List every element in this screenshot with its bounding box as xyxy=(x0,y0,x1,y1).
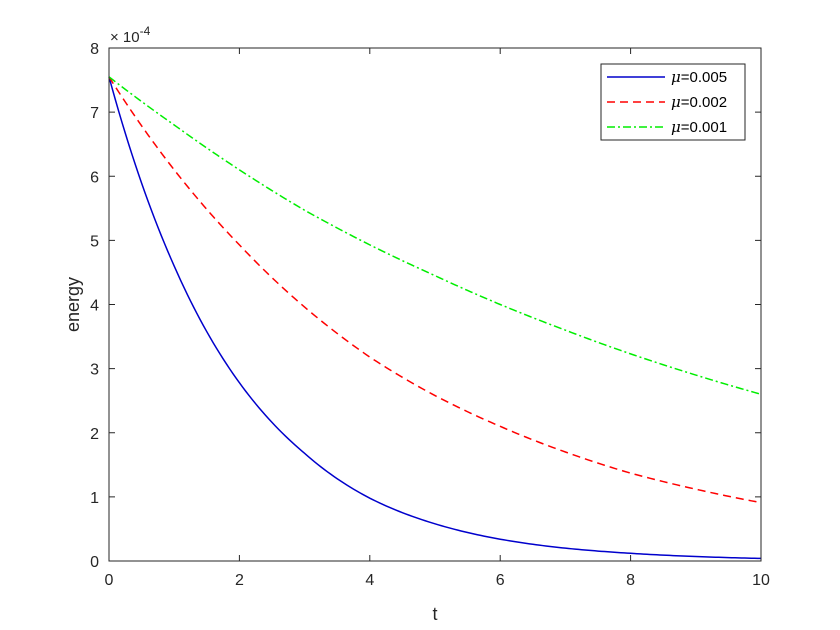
legend-mu-value: =0.001 xyxy=(681,119,727,136)
legend-label-2: μ=0.002 xyxy=(671,93,727,111)
y-exponent-power: -4 xyxy=(140,24,151,38)
y-exponent-base: × 10 xyxy=(110,29,140,46)
x-tick-label: 0 xyxy=(105,572,114,589)
y-axis-exponent: × 10-4 xyxy=(110,24,151,46)
series-line-1 xyxy=(108,76,762,560)
series-line-2 xyxy=(108,76,762,504)
y-tick-label: 0 xyxy=(90,554,99,571)
x-axis-label: t xyxy=(432,604,437,624)
legend-mu-value: =0.002 xyxy=(681,94,727,111)
y-tick-label: 5 xyxy=(90,233,99,250)
y-tick-label: 6 xyxy=(90,169,99,186)
x-tick-label: 6 xyxy=(496,572,505,589)
x-tick-label: 8 xyxy=(626,572,635,589)
series-line-3 xyxy=(108,76,762,395)
y-tick-label: 3 xyxy=(90,362,99,379)
legend-mu-symbol: μ xyxy=(671,118,681,136)
y-tick-label: 4 xyxy=(90,298,99,315)
x-tick-label: 10 xyxy=(752,572,770,589)
series-layer xyxy=(108,76,762,560)
y-tick-labels: 0 1 2 3 4 5 6 7 8 xyxy=(90,41,99,571)
legend-mu-symbol: μ xyxy=(671,68,681,86)
legend-mu-value: =0.005 xyxy=(681,69,727,86)
legend-mu-symbol: μ xyxy=(671,93,681,111)
x-tick-label: 4 xyxy=(365,572,374,589)
legend-label-3: μ=0.001 xyxy=(671,118,727,136)
x-tick-label: 2 xyxy=(235,572,244,589)
axes-layer xyxy=(108,47,762,562)
y-axis-label: energy xyxy=(63,277,83,332)
y-tick-label: 1 xyxy=(90,490,99,507)
y-tick-label: 8 xyxy=(90,41,99,58)
legend-label-1: μ=0.005 xyxy=(671,68,727,86)
x-tick-labels: 0 2 4 6 8 10 xyxy=(105,572,770,589)
y-tick-label: 2 xyxy=(90,426,99,443)
y-tick-label: 7 xyxy=(90,105,99,122)
